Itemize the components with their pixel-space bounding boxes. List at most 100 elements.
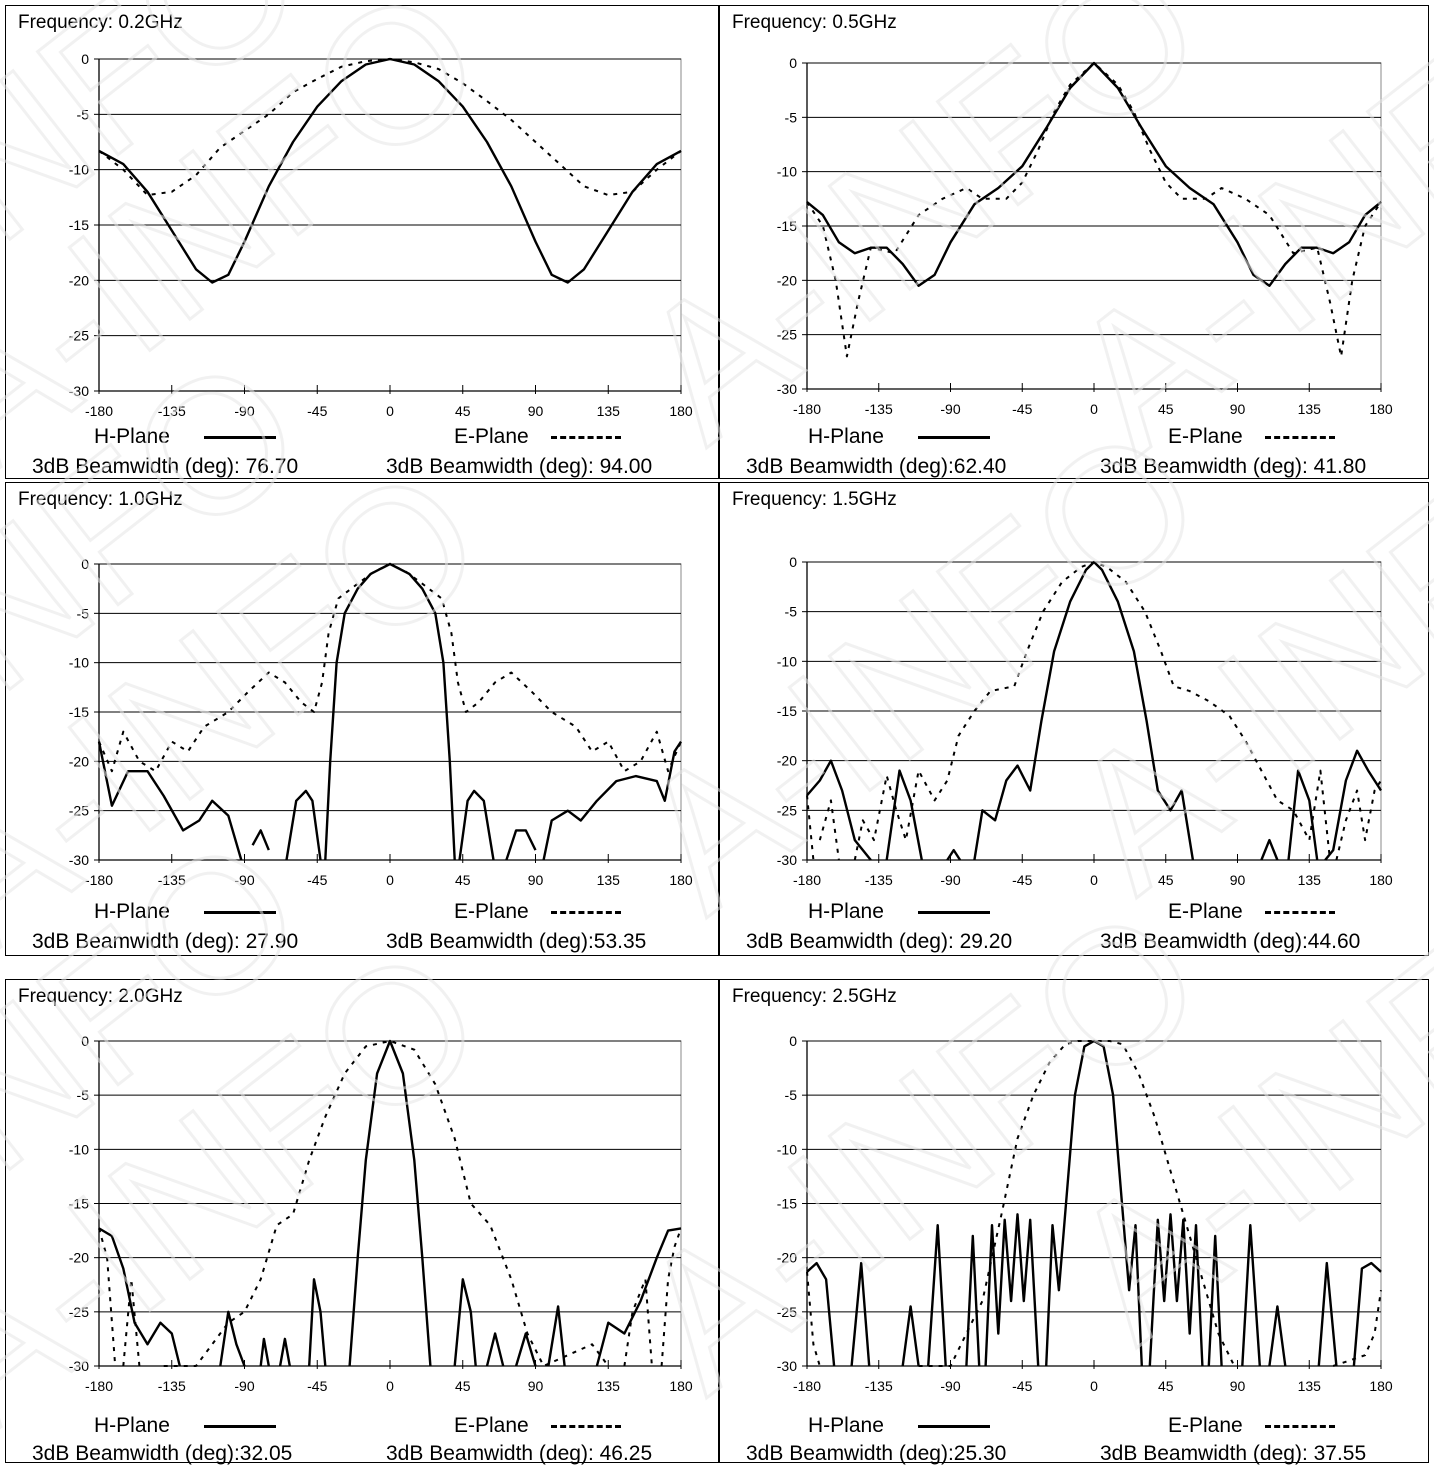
radiation-pattern-plot: 0 -5 -10 -15 -20 -25 -30 -180 -135 -90 -45 0 45 90 135…	[777, 1033, 1393, 1394]
y-tick-label: -30	[69, 1358, 89, 1374]
y-tick-label: -30	[69, 852, 89, 868]
frequency-label: Frequency: 1.0GHz	[18, 489, 183, 510]
y-tick-label: -5	[77, 106, 90, 122]
y-tick-label: -25	[69, 328, 89, 344]
x-tick-label: 0	[1090, 401, 1098, 417]
legend-solid-line-icon	[917, 1424, 990, 1428]
legend-e-label: E-Plane	[454, 1414, 529, 1437]
e-plane-series	[806, 561, 1382, 861]
y-tick-label: -25	[69, 1304, 89, 1320]
chart-panel: Frequency: 0.2GHz 0 -5 -10 -15 -20 -25 -30 -180 -…	[5, 5, 719, 479]
chart-panel: Frequency: 1.5GHz 0 -5 -10 -15 -20 -25 -30 -180 -…	[719, 482, 1429, 956]
x-tick-label: 135	[1298, 401, 1322, 417]
x-tick-label: -180	[793, 401, 821, 417]
x-tick-label: 90	[528, 1378, 544, 1394]
x-tick-label: 0	[386, 403, 394, 419]
h-plane-beamwidth: 3dB Beamwidth (deg): 29.20	[746, 930, 1013, 953]
x-tick-label: -45	[307, 1378, 327, 1394]
x-tick-label: -90	[940, 872, 960, 888]
x-tick-label: -135	[865, 401, 893, 417]
y-tick-label: -25	[777, 802, 797, 818]
x-tick-label: 135	[597, 872, 621, 888]
e-plane-series	[98, 1040, 682, 1367]
legend-solid-line-icon	[917, 435, 990, 439]
legend-dashed-line-icon	[550, 910, 621, 914]
h-plane-beamwidth: 3dB Beamwidth (deg): 27.90	[32, 930, 299, 953]
legend-h-plane: H-Plane	[808, 900, 990, 924]
e-plane-series	[98, 563, 682, 773]
y-tick-label: -20	[777, 272, 797, 288]
legend-h-label: H-Plane	[808, 1414, 884, 1437]
h-plane-series	[806, 560, 1383, 861]
x-tick-label: -90	[234, 403, 254, 419]
legend-h-label: H-Plane	[94, 425, 170, 448]
x-tick-label: -90	[940, 401, 960, 417]
x-tick-label: 45	[1158, 401, 1174, 417]
y-tick-label: -5	[785, 109, 798, 125]
y-tick-label: -15	[777, 218, 797, 234]
x-tick-label: 90	[528, 872, 544, 888]
legend-h-plane: H-Plane	[94, 1414, 276, 1438]
y-tick-label: -15	[69, 704, 89, 720]
chart-panel: Frequency: 2.5GHz 0 -5 -10 -15 -20 -25 -30 -180 -…	[719, 979, 1429, 1465]
legend-h-label: H-Plane	[808, 900, 884, 923]
y-tick-label: -30	[777, 381, 797, 397]
x-tick-label: -90	[940, 1378, 960, 1394]
radiation-pattern-plot: 0 -5 -10 -15 -20 -25 -30 -180 -135 -90 -45 0 45 90 135…	[69, 556, 693, 888]
legend-dashed-line-icon	[1264, 910, 1335, 914]
y-tick-label: -15	[69, 217, 89, 233]
h-plane-series	[806, 1039, 1382, 1367]
h-plane-beamwidth: 3dB Beamwidth (deg):25.30	[746, 1442, 1007, 1465]
x-tick-label: -90	[234, 872, 254, 888]
x-tick-label: -45	[1012, 1378, 1032, 1394]
frequency-label: Frequency: 0.5GHz	[732, 12, 897, 33]
y-tick-label: -10	[777, 164, 797, 180]
e-plane-beamwidth: 3dB Beamwidth (deg): 46.25	[386, 1442, 653, 1465]
frequency-label: Frequency: 0.2GHz	[18, 12, 183, 33]
e-plane-beamwidth: 3dB Beamwidth (deg): 94.00	[386, 455, 653, 478]
legend-solid-line-icon	[917, 910, 990, 914]
legend-dashed-line-icon	[550, 435, 621, 439]
x-tick-label: -180	[793, 1378, 821, 1394]
y-tick-label: -15	[69, 1196, 89, 1212]
h-plane-series	[98, 57, 682, 284]
y-tick-label: -20	[69, 1250, 89, 1266]
legend-h-label: H-Plane	[94, 1414, 170, 1437]
e-plane-beamwidth: 3dB Beamwidth (deg): 41.80	[1100, 455, 1367, 478]
x-tick-label: -180	[85, 1378, 113, 1394]
legend-dashed-line-icon	[550, 1424, 621, 1428]
radiation-pattern-plot: 0 -5 -10 -15 -20 -25 -30 -180 -135 -90 -45 0 45 90 135…	[69, 1033, 693, 1394]
x-tick-label: 135	[1298, 872, 1322, 888]
legend-h-plane: H-Plane	[808, 1414, 990, 1438]
legend-e-label: E-Plane	[1168, 900, 1243, 923]
x-tick-label: -90	[234, 1378, 254, 1394]
frequency-label: Frequency: 2.0GHz	[18, 986, 183, 1007]
e-plane-beamwidth: 3dB Beamwidth (deg): 37.55	[1100, 1442, 1367, 1465]
y-tick-label: -15	[777, 1196, 797, 1212]
y-tick-label: -20	[69, 272, 89, 288]
legend-e-plane: E-Plane	[1168, 425, 1335, 449]
chart-panel: Frequency: 2.0GHz 0 -5 -10 -15 -20 -25 -30 -180 -…	[5, 979, 719, 1465]
y-tick-label: -10	[69, 162, 89, 178]
legend-h-plane: H-Plane	[94, 425, 276, 449]
y-tick-label: -30	[777, 1358, 797, 1374]
radiation-pattern-plot: 0 -5 -10 -15 -20 -25 -30 -180 -135 -90 -45 0 45 90 135…	[777, 554, 1393, 888]
h-plane-series	[98, 1039, 682, 1367]
x-tick-label: -135	[865, 1378, 893, 1394]
legend-e-label: E-Plane	[454, 425, 529, 448]
chart-panel: Frequency: 0.5GHz 0 -5 -10 -15 -20 -25 -30 -180 -…	[719, 5, 1429, 479]
radiation-pattern-plot: 0 -5 -10 -15 -20 -25 -30 -180 -135 -90 -45 0 45 90 135…	[777, 55, 1393, 417]
x-tick-label: 90	[528, 403, 544, 419]
h-plane-beamwidth: 3dB Beamwidth (deg): 76.70	[32, 455, 299, 478]
x-tick-label: 90	[1230, 1378, 1246, 1394]
e-plane-beamwidth: 3dB Beamwidth (deg):44.60	[1100, 930, 1361, 953]
x-tick-label: 180	[669, 403, 693, 419]
y-tick-label: -5	[77, 605, 90, 621]
h-plane-beamwidth: 3dB Beamwidth (deg):32.05	[32, 1442, 293, 1465]
y-tick-label: 0	[789, 1033, 797, 1049]
legend-solid-line-icon	[203, 1424, 276, 1428]
y-tick-label: 0	[789, 554, 797, 570]
e-plane-series	[98, 58, 682, 197]
x-tick-label: 0	[386, 872, 394, 888]
x-tick-label: 90	[1230, 401, 1246, 417]
